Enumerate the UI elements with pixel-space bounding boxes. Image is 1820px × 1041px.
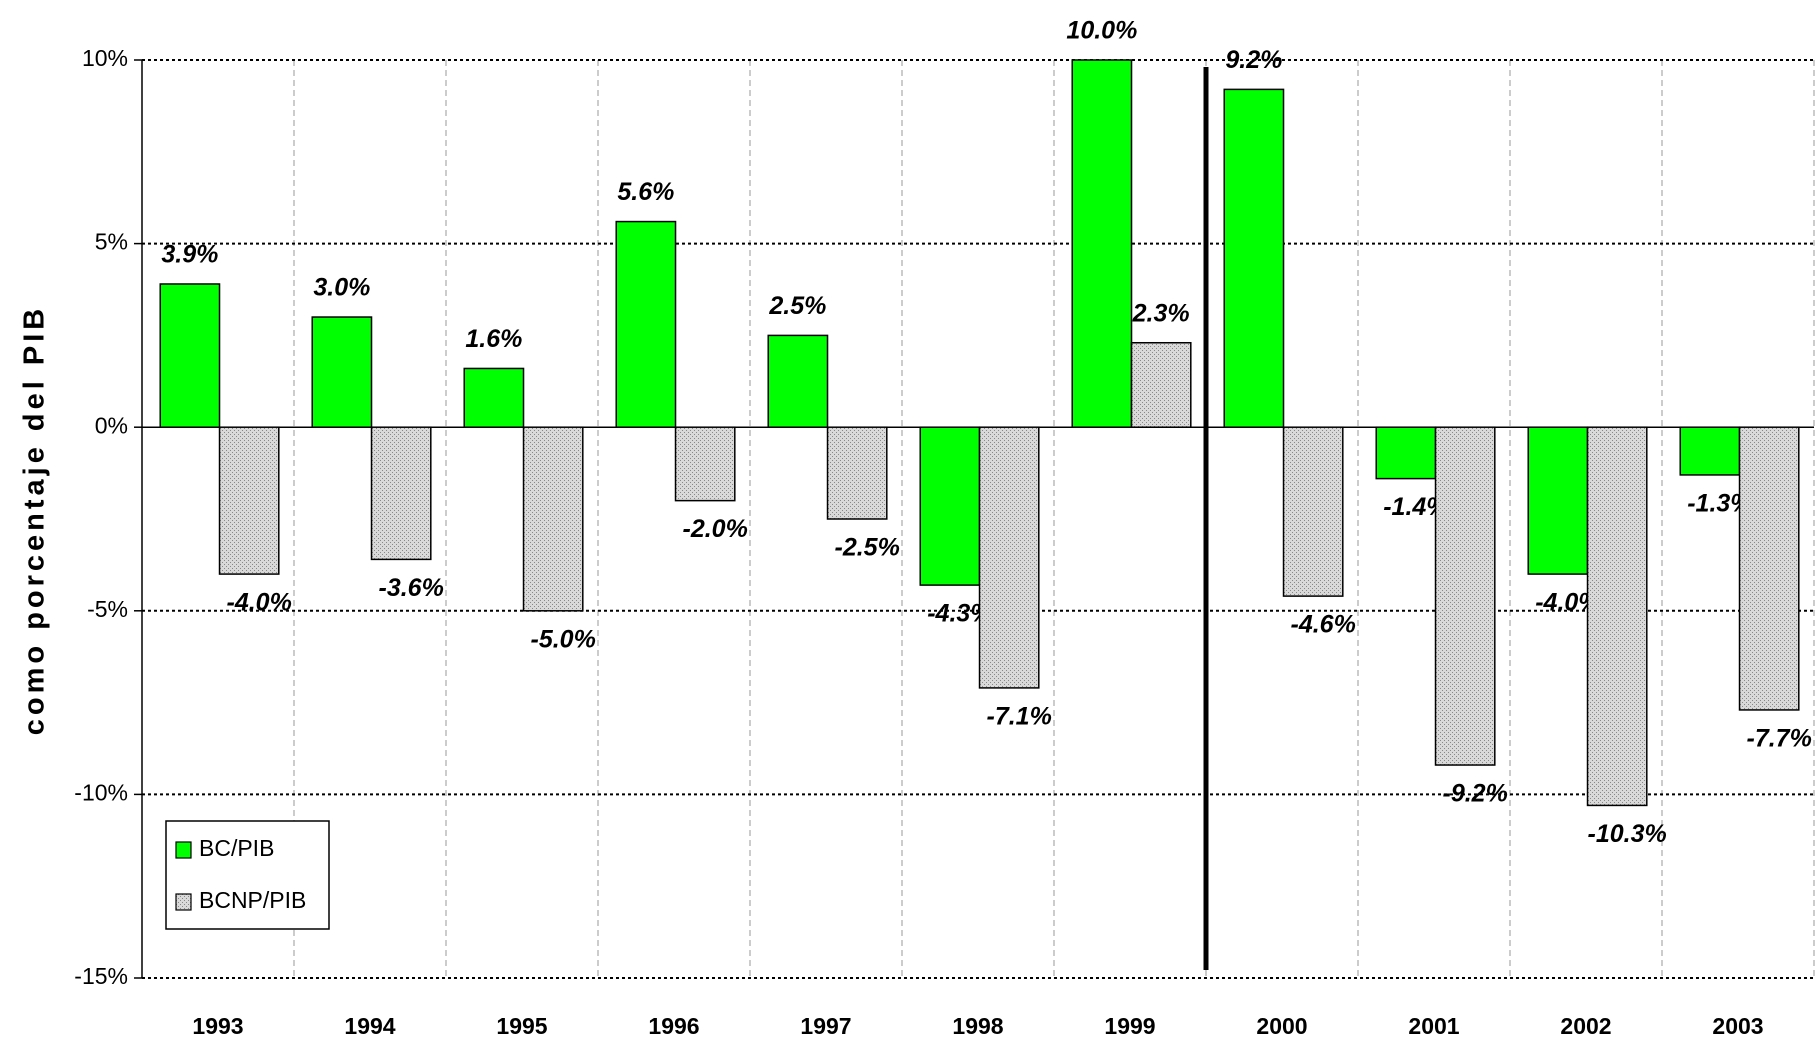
value-label: -5.0% (531, 625, 596, 653)
y-tick-label: -5% (87, 596, 128, 622)
bar (218, 426, 280, 575)
y-tick-label: 10% (82, 45, 128, 71)
legend-label: BC/PIB (199, 835, 274, 861)
bar (1223, 88, 1285, 428)
legend-swatch (175, 841, 192, 859)
bar (522, 426, 584, 612)
value-label: 9.2% (1225, 46, 1282, 74)
bar (1679, 426, 1741, 476)
bar (978, 426, 1040, 689)
x-tick-label: 1995 (496, 1013, 547, 1039)
x-tick-label: 1993 (192, 1013, 243, 1039)
legend-swatch (175, 893, 192, 911)
value-label: -9.2% (1443, 780, 1508, 808)
value-label: 1.6% (465, 325, 522, 353)
bar (826, 426, 888, 520)
value-label: 2.5% (768, 292, 826, 320)
x-tick-label: 1998 (952, 1013, 1003, 1039)
value-label: -2.5% (835, 534, 900, 562)
value-label: -4.0% (227, 589, 292, 617)
x-tick-label: 1999 (1104, 1013, 1155, 1039)
legend-label: BCNP/PIB (199, 887, 306, 913)
bar (1130, 341, 1192, 428)
y-tick-label: 0% (95, 412, 128, 438)
value-label: -10.3% (1588, 820, 1667, 848)
bar (1434, 426, 1496, 766)
x-tick-label: 1997 (800, 1013, 851, 1039)
bar (767, 334, 829, 428)
value-label: -7.1% (987, 703, 1052, 731)
y-tick-label: -15% (74, 963, 128, 989)
y-tick-label: -10% (74, 779, 128, 805)
value-label: 2.3% (1132, 299, 1190, 327)
bar (159, 283, 221, 428)
x-tick-label: 2000 (1256, 1013, 1307, 1039)
value-label: 10.0% (1066, 17, 1137, 45)
value-label: 5.6% (617, 178, 674, 206)
y-axis-label: como porcentaje del PIB (19, 305, 51, 735)
bar (1527, 426, 1589, 575)
bar (1375, 426, 1437, 480)
x-tick-label: 2002 (1560, 1013, 1611, 1039)
value-label: -3.6% (379, 574, 444, 602)
value-label: -7.7% (1747, 725, 1812, 753)
value-label: -2.0% (683, 515, 748, 543)
y-tick-label: 5% (95, 229, 128, 255)
bar (1586, 426, 1648, 807)
value-label: 3.9% (161, 241, 218, 269)
bar (1282, 426, 1344, 597)
bar (370, 426, 432, 561)
value-label: 3.0% (313, 274, 370, 302)
bar (919, 426, 981, 586)
value-label: -4.6% (1291, 611, 1356, 639)
bar (674, 426, 736, 502)
x-tick-label: 1996 (648, 1013, 699, 1039)
bar (1071, 59, 1133, 428)
x-tick-label: 1994 (344, 1013, 395, 1039)
bar (615, 220, 677, 428)
legend-box (165, 820, 330, 930)
bar (1738, 426, 1800, 711)
x-tick-label: 2001 (1408, 1013, 1459, 1039)
bar (311, 316, 373, 428)
x-tick-label: 2003 (1712, 1013, 1763, 1039)
bar (463, 367, 525, 428)
